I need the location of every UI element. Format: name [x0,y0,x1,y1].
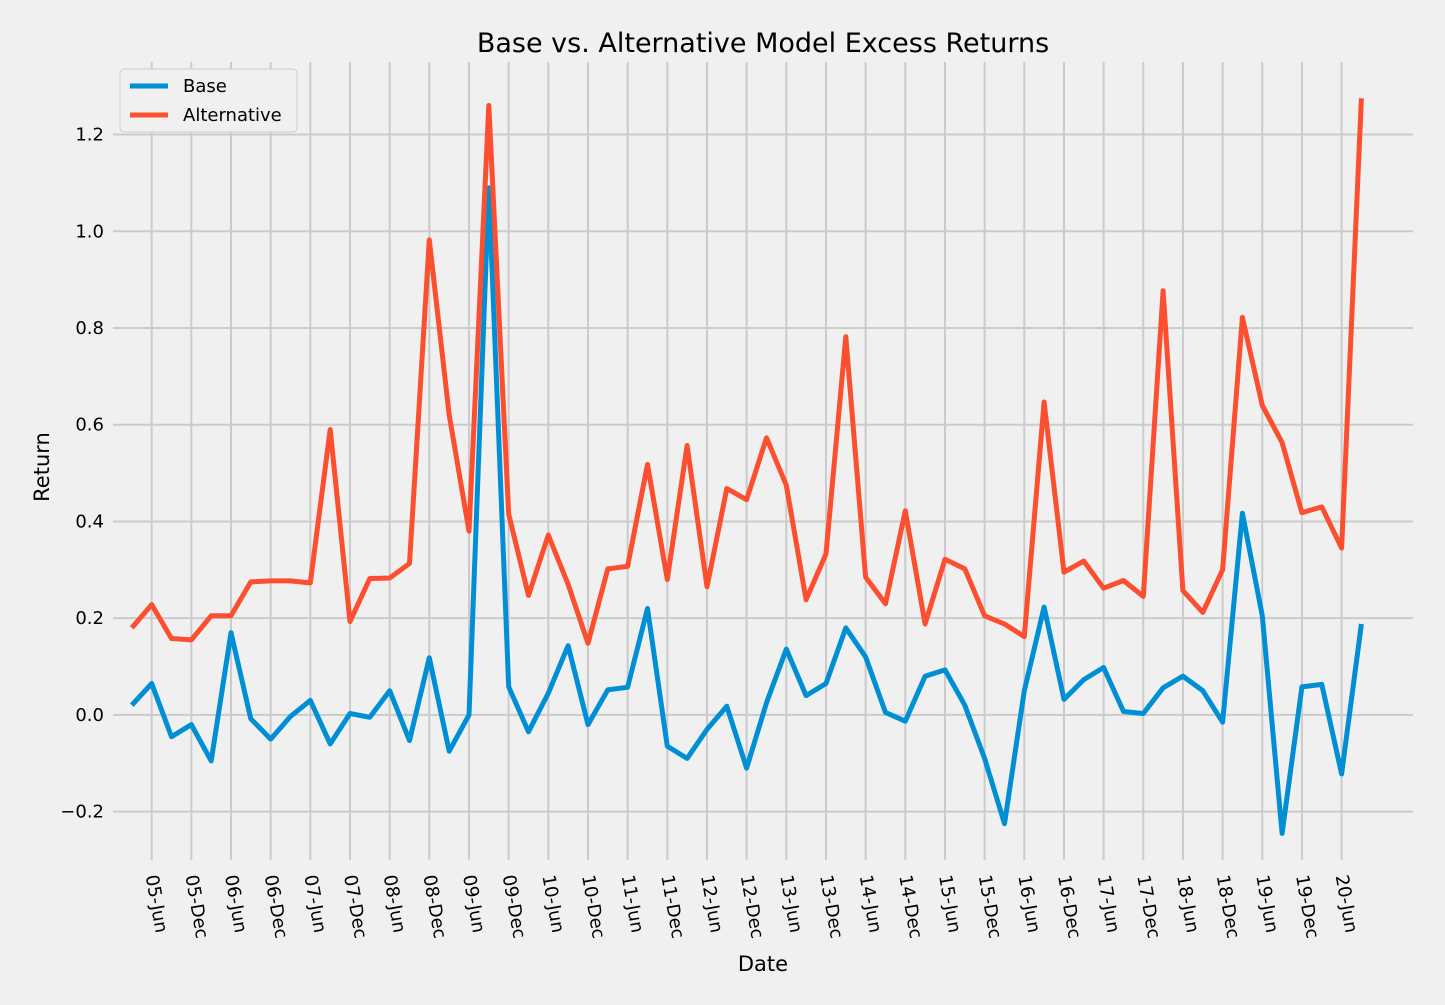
series-line-base [129,185,1364,836]
series-line-alternative [129,98,1364,646]
y-tick-label: 1.2 [75,125,104,146]
y-tick-label: 0.4 [75,511,104,532]
series-layer [129,98,1364,836]
legend: Base Alternative [119,68,298,133]
legend-label-alternative: Alternative [183,105,282,126]
x-axis-label: Date [738,952,788,976]
y-tick-label: 0.0 [75,705,104,726]
y-axis-label: Return [30,432,54,502]
y-tick-label: 1.0 [75,221,104,242]
y-axis-ticks: −0.2 0.0 0.2 0.4 0.6 0.8 1.0 1.2 [60,125,104,823]
chart-title: Base vs. Alternative Model Excess Return… [477,28,1049,59]
legend-label-base: Base [183,76,227,97]
y-tick-label: 0.8 [75,318,104,339]
y-tick-label: 0.6 [75,415,104,436]
y-tick-label: −0.2 [60,802,104,823]
y-tick-label: 0.2 [75,608,104,629]
